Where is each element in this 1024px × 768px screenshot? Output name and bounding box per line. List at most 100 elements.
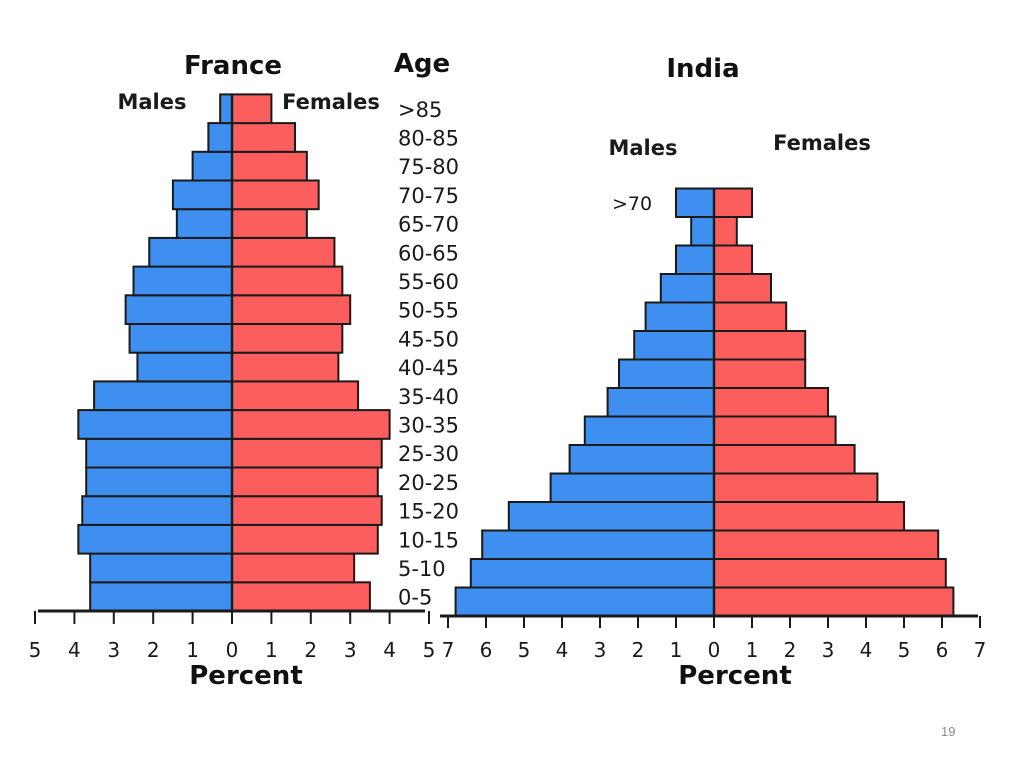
male-bar-40-45	[618, 358, 715, 389]
x-tick-label: 2	[304, 638, 317, 662]
female-bar-0-5	[231, 581, 371, 612]
x-tick-label: 1	[746, 638, 759, 662]
age-label-65-70: 65-70	[398, 213, 459, 237]
male-bar-25-30	[85, 437, 233, 469]
female-bar-5-10	[713, 558, 947, 589]
male-bar-30-35	[77, 409, 233, 440]
female-bar-55-60	[231, 265, 344, 297]
male-bar-80-85	[207, 122, 233, 153]
female-bar->70	[713, 187, 753, 218]
x-tick-label: 1	[670, 638, 683, 662]
legend-males: Males	[117, 90, 186, 114]
female-bar-10-15	[713, 529, 940, 560]
page-number: 19	[941, 724, 956, 739]
age-label-10-15: 10-15	[398, 528, 459, 552]
age-label-5-10: 5-10	[398, 557, 446, 581]
male-bar-75-80	[191, 150, 234, 182]
male-bar-65-70	[690, 216, 716, 247]
age-label-75-80: 75-80	[398, 155, 459, 179]
male-bar-35-40	[93, 380, 233, 412]
male-bar-55-60	[659, 273, 715, 304]
female-bar-65-70	[231, 208, 308, 239]
female-bar-60-65	[713, 244, 753, 275]
female-bar-0-5	[713, 586, 955, 617]
male-bar-45-50	[128, 323, 233, 354]
x-tick-label: 4	[383, 638, 396, 662]
female-bar-15-20	[231, 495, 383, 526]
legend-females: Females	[773, 131, 871, 155]
age-label-35-40: 35-40	[398, 385, 459, 409]
x-tick-label: 2	[784, 638, 797, 662]
x-tick-label: 0	[226, 638, 239, 662]
age-label->70: >70	[612, 193, 652, 215]
female-bar-40-45	[231, 351, 340, 383]
age-label-25-30: 25-30	[398, 442, 459, 466]
x-tick-label: 0	[708, 638, 721, 662]
age-label-50-55: 50-55	[398, 299, 459, 323]
chart-title: India	[666, 54, 739, 84]
male-bar-25-30	[568, 444, 715, 475]
male-bar-20-25	[85, 466, 233, 498]
x-tick-label: 1	[265, 638, 278, 662]
female-bar-75-80	[231, 150, 308, 182]
male-bar-60-65	[148, 236, 233, 268]
male-bar-45-50	[633, 330, 716, 361]
male-bar-35-40	[606, 387, 715, 418]
x-tick-label: 7	[974, 638, 987, 662]
legend-females: Females	[282, 90, 380, 114]
female-bar-30-35	[713, 415, 837, 446]
male-bar-15-20	[507, 501, 715, 532]
female-bar-25-30	[713, 444, 856, 475]
age-label-20-25: 20-25	[398, 471, 459, 495]
female-bar->85	[231, 93, 273, 125]
female-bar-55-60	[713, 273, 772, 304]
age-header: Age	[394, 49, 450, 79]
x-tick-label: 5	[423, 638, 436, 662]
age-label-70-75: 70-75	[398, 184, 459, 208]
male-bar-5-10	[469, 558, 715, 589]
male-bar-50-55	[124, 294, 233, 325]
female-bar-80-85	[231, 122, 297, 153]
x-tick-label: 5	[518, 638, 531, 662]
legend-males: Males	[608, 136, 677, 160]
male-bar-10-15	[77, 523, 233, 555]
male-bar-70-75	[171, 179, 233, 211]
female-bar-65-70	[713, 216, 738, 247]
x-tick-label: 7	[442, 638, 455, 662]
x-tick-label: 3	[107, 638, 120, 662]
female-bar-15-20	[713, 501, 905, 532]
female-bar-20-25	[231, 466, 379, 498]
age-label-15-20: 15-20	[398, 500, 459, 524]
chart-title: France	[184, 51, 282, 81]
age-label-55-60: 55-60	[398, 270, 459, 294]
male-bar-0-5	[89, 581, 233, 612]
female-bar-60-65	[231, 236, 336, 268]
male-bar-40-45	[136, 351, 233, 383]
x-tick-label: 3	[822, 638, 835, 662]
x-tick-label: 6	[936, 638, 949, 662]
female-bar-45-50	[231, 323, 344, 354]
x-tick-label: 5	[29, 638, 42, 662]
x-axis-label: Percent	[189, 661, 303, 691]
age-label->85: >85	[398, 98, 442, 122]
male-bar-30-35	[583, 415, 715, 446]
male-bar-55-60	[132, 265, 233, 297]
female-bar-10-15	[231, 523, 379, 555]
x-axis-label: Percent	[678, 661, 792, 691]
female-bar-50-55	[231, 294, 352, 325]
x-tick-label: 4	[68, 638, 81, 662]
male-bar-50-55	[644, 301, 715, 332]
female-bar-40-45	[713, 358, 807, 389]
x-tick-label: 2	[147, 638, 160, 662]
female-bar-20-25	[713, 472, 879, 503]
x-tick-label: 3	[594, 638, 607, 662]
x-tick-label: 4	[556, 638, 569, 662]
age-label-0-5: 0-5	[398, 586, 432, 610]
x-tick-label: 2	[632, 638, 645, 662]
female-bar-45-50	[713, 330, 807, 361]
male-bar-0-5	[454, 586, 715, 617]
male-bar-15-20	[81, 495, 233, 526]
age-label-45-50: 45-50	[398, 327, 459, 351]
age-label-40-45: 40-45	[398, 356, 459, 380]
